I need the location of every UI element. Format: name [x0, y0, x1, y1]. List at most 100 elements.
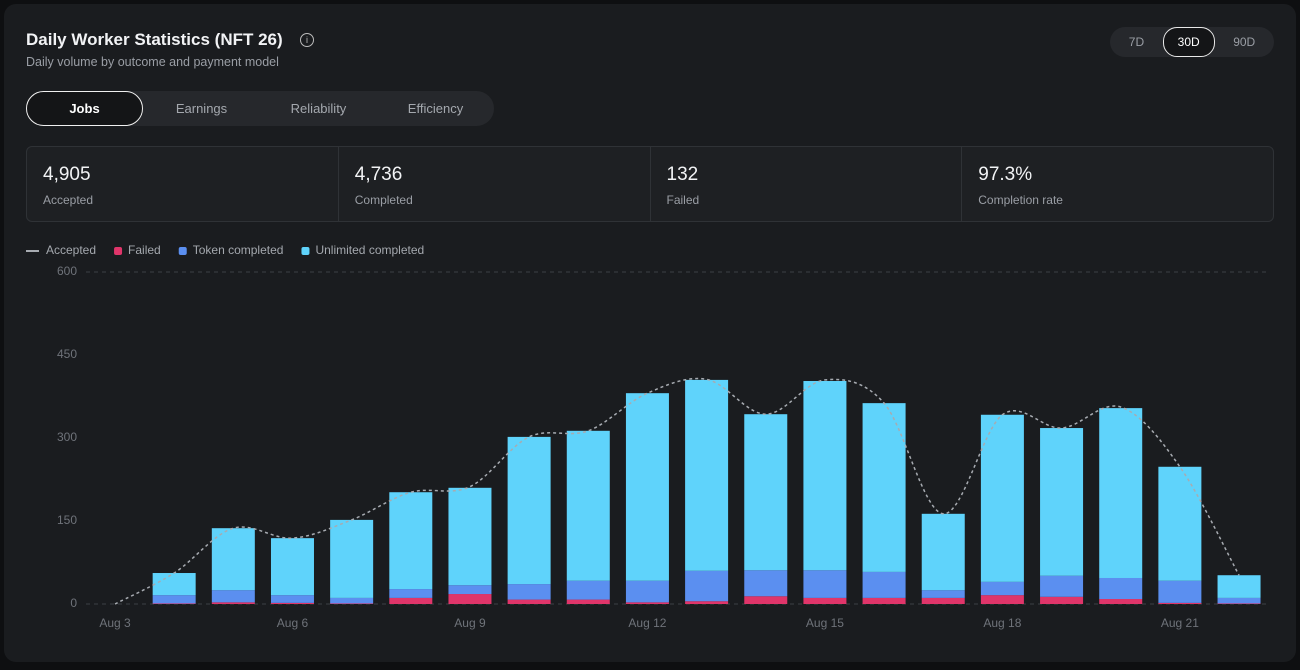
bar-segment — [803, 570, 847, 598]
x-tick-label: Aug 15 — [806, 616, 844, 630]
bar-segment — [862, 597, 906, 604]
bar-segment — [566, 580, 610, 600]
y-tick-label: 450 — [57, 347, 77, 361]
bar-segment — [211, 602, 255, 604]
stat-label: Accepted — [43, 193, 94, 207]
bar-segment — [330, 519, 374, 598]
legend-swatch — [178, 247, 187, 255]
stats-row: 4,905 Accepted 4,736 Completed 132 Failed 97.3… — [26, 146, 1274, 222]
bar-segment — [389, 589, 433, 598]
stat-card: 4,736 Completed — [339, 147, 651, 221]
stat-label: Completion rate — [978, 193, 1063, 207]
bar-segment — [1217, 575, 1261, 598]
stat-label: Completed — [354, 193, 413, 207]
info-icon[interactable]: i — [300, 33, 314, 47]
bar-segment — [389, 492, 433, 590]
legend-swatch — [114, 247, 123, 255]
bar-segment — [685, 601, 729, 604]
stat-card: 132 Failed — [651, 147, 963, 221]
bar-segment — [1099, 599, 1143, 604]
tab[interactable]: Efficiency — [407, 101, 464, 116]
x-tick-label: Aug 3 — [99, 616, 131, 630]
tab[interactable]: Jobs — [26, 91, 143, 126]
bar-segment — [744, 414, 788, 571]
bar-segment — [1158, 466, 1202, 581]
legend-label: Failed — [128, 243, 161, 257]
bar-segment — [744, 596, 788, 604]
bar-segment — [566, 599, 610, 604]
bar-segment — [330, 603, 374, 604]
x-tick-label: Aug 21 — [1161, 616, 1199, 630]
bar-segment — [566, 430, 610, 581]
bar-segment — [507, 599, 551, 604]
bar-segment — [330, 597, 374, 604]
bar-segment — [921, 590, 965, 598]
bar-segment — [862, 571, 906, 598]
legend-label: Accepted — [46, 243, 96, 257]
y-tick-label: 300 — [57, 430, 77, 444]
bar-segment — [685, 570, 729, 602]
y-tick-label: 600 — [57, 264, 77, 278]
stat-label: Failed — [666, 193, 700, 207]
subtitle: Daily volume by outcome and payment mode… — [26, 55, 279, 69]
bar-segment — [980, 414, 1024, 582]
bar-segment — [980, 581, 1024, 596]
title: Daily Worker Statistics (NFT 26) — [26, 30, 283, 49]
bar-segment — [1217, 603, 1261, 604]
x-tick-label: Aug 12 — [628, 616, 666, 630]
stat-card: 4,905 Accepted — [27, 147, 339, 221]
tab[interactable]: Reliability — [290, 101, 347, 116]
x-tick-label: Aug 18 — [983, 616, 1021, 630]
bar-segment — [211, 528, 255, 591]
bar-segment — [152, 573, 196, 596]
stat-card: 97.3% Completion rate — [962, 147, 1273, 221]
bar-segment — [685, 379, 729, 571]
bar-segment — [1040, 596, 1084, 604]
x-tick-label: Aug 6 — [277, 616, 309, 630]
bar-segment — [270, 538, 314, 596]
bar-segment — [980, 595, 1024, 604]
range-button[interactable]: 90D — [1233, 35, 1256, 49]
bar-segment — [1158, 602, 1202, 604]
legend-swatch — [301, 247, 310, 255]
bar-segment — [625, 393, 669, 581]
stat-value: 4,905 — [43, 164, 91, 185]
y-tick-label: 150 — [57, 513, 77, 527]
bar-segment — [744, 570, 788, 597]
bar-segment — [448, 487, 492, 586]
line — [114, 377, 1240, 605]
stat-value: 4,736 — [354, 164, 403, 185]
range-selector: 7D 30D 90D — [1110, 27, 1274, 57]
bar-segment — [1217, 597, 1261, 604]
bar-segment — [270, 595, 314, 603]
stat-value: 97.3% — [978, 164, 1033, 185]
bar-segment — [625, 580, 669, 603]
tab-bar: Jobs Earnings Reliability Efficiency — [26, 91, 494, 126]
bar-segment — [1099, 408, 1143, 578]
tab[interactable]: Earnings — [175, 101, 228, 116]
bar-segment — [448, 594, 492, 604]
bar-segment — [152, 603, 196, 604]
bar-segment — [803, 381, 847, 571]
bar-segment — [803, 597, 847, 604]
bar-segment — [1040, 575, 1084, 597]
bar-segment — [1040, 428, 1084, 576]
bar-segment — [448, 585, 492, 595]
bar-segment — [389, 597, 433, 604]
bar-segment — [152, 595, 196, 604]
bar-segment — [507, 436, 551, 585]
legend-label: Token completed — [193, 243, 284, 257]
bar-segment — [1158, 580, 1202, 603]
bar-segment — [862, 403, 906, 572]
y-tick-label: 0 — [70, 596, 77, 610]
bar-segment — [270, 602, 314, 604]
legend-label: Unlimited completed — [315, 243, 424, 257]
range-button[interactable]: 30D — [1162, 27, 1215, 57]
range-button[interactable]: 7D — [1128, 35, 1145, 49]
bar-segment — [1099, 577, 1143, 600]
stat-value: 132 — [666, 164, 699, 185]
bar-segment — [625, 602, 669, 604]
bar-segment — [507, 584, 551, 600]
